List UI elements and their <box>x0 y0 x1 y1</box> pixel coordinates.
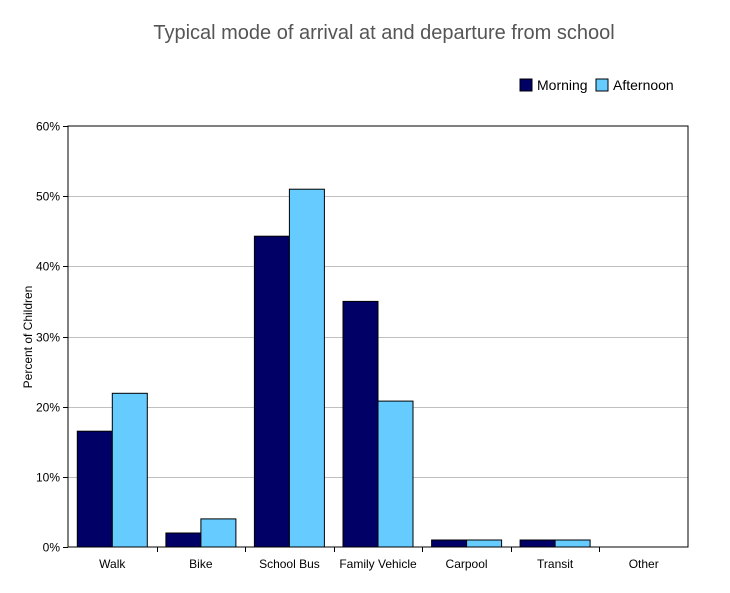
x-tick-label: Carpool <box>446 557 488 571</box>
bar-morning-family-vehicle <box>342 300 379 548</box>
bar-afternoon-family-vehicle <box>377 400 414 548</box>
legend-swatch-morning <box>519 78 533 92</box>
y-tick-label: 10% <box>36 471 60 485</box>
bar-afternoon-walk <box>111 392 148 548</box>
x-tick-label: Walk <box>99 557 126 571</box>
x-tick-label: Family Vehicle <box>339 557 417 571</box>
y-tick-label: 30% <box>36 331 60 345</box>
legend-swatch-afternoon <box>595 78 609 92</box>
legend-label-morning: Morning <box>537 77 588 93</box>
x-axis-ticks: Walk Bike School Bus Family Vehicle Carpool T… <box>99 547 659 571</box>
y-axis-label: Percent of Children <box>21 286 35 389</box>
y-tick-label: 60% <box>36 120 60 134</box>
plot-frame <box>67 125 689 548</box>
bar-afternoon-bike <box>200 518 237 548</box>
y-tick-label: 50% <box>36 190 60 204</box>
chart-title: Typical mode of arrival at and departure… <box>153 22 614 44</box>
bar-morning-transit <box>519 539 556 548</box>
bar-afternoon-carpool <box>466 539 503 548</box>
x-tick-label: Bike <box>189 557 213 571</box>
bar-afternoon-transit <box>554 539 591 548</box>
x-tick-label: Transit <box>537 557 574 571</box>
y-tick-label: 20% <box>36 401 60 415</box>
x-tick-label: School Bus <box>259 557 320 571</box>
bar-morning-walk <box>76 430 113 548</box>
bar-afternoon-school-bus <box>288 188 325 548</box>
bar-morning-school-bus <box>253 235 290 548</box>
y-tick-label: 40% <box>36 260 60 274</box>
bar-morning-carpool <box>431 539 468 548</box>
y-axis-ticks: 0% 10% 20% 30% 40% 50% 60% <box>36 120 68 555</box>
bars <box>76 188 591 548</box>
legend-label-afternoon: Afternoon <box>613 77 674 93</box>
y-tick-label: 0% <box>43 541 61 555</box>
bar-morning-bike <box>165 532 202 548</box>
legend: Morning Afternoon <box>519 77 674 93</box>
x-tick-label: Other <box>629 557 659 571</box>
